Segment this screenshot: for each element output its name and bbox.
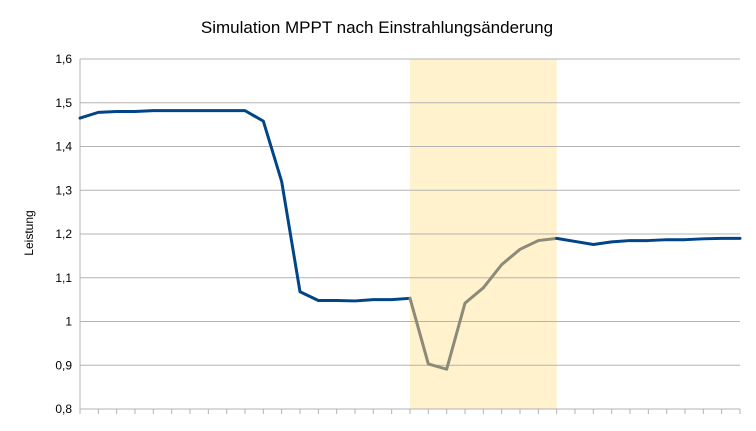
- y-tick-label: 1,1: [55, 271, 72, 285]
- series-layer: [78, 109, 742, 371]
- chart-title: Simulation MPPT nach Einstrahlungsänderu…: [201, 18, 553, 37]
- series-line-after: [555, 236, 742, 246]
- y-tick-label: 1: [65, 315, 72, 329]
- y-tick-label: 1,5: [55, 96, 72, 110]
- y-tick-label: 1,6: [55, 52, 72, 66]
- y-tick-label: 0,8: [55, 402, 72, 416]
- y-tick-label: 0,9: [55, 358, 72, 372]
- y-tick-label: 1,3: [55, 183, 72, 197]
- y-tick-label: 1,4: [55, 140, 72, 154]
- y-axis-label: Leistung: [22, 210, 36, 255]
- series-line-before: [78, 109, 412, 303]
- y-tick-label: 1,2: [55, 227, 72, 241]
- series-line-highlighted: [408, 236, 559, 371]
- axis-layer: 0,8 0,9 1 1,1 1,2 1,3 1,4 1,5 1,6: [55, 52, 741, 416]
